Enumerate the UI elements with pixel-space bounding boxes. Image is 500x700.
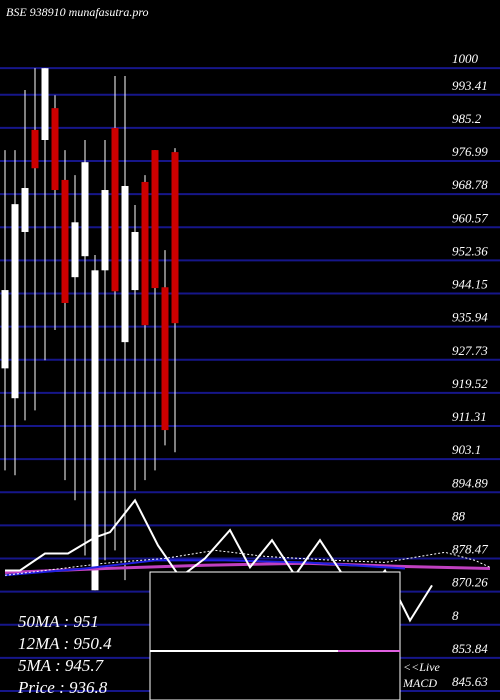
stat: Price : 936.8 (17, 678, 108, 697)
grid (0, 67, 500, 693)
stat: 50MA : 951 (18, 612, 99, 631)
indicator-line (4, 549, 491, 576)
stat: 5MA : 945.7 (18, 656, 105, 675)
y-tick-label: 960.57 (452, 210, 488, 225)
macd-box (149, 571, 401, 700)
candle-body (71, 222, 79, 278)
candle-body (11, 204, 19, 399)
candle-body (81, 162, 89, 257)
header: BSE 938910 munafasutra.pro (6, 5, 149, 19)
y-tick-label: 993.41 (452, 78, 488, 93)
y-tick-label: 903.1 (452, 442, 481, 457)
indicator-line (4, 559, 406, 577)
candle-body (1, 290, 9, 369)
indicator-line (4, 561, 491, 574)
y-tick-label: 919.52 (452, 376, 488, 391)
y-tick-label: 976.99 (452, 144, 488, 159)
y-tick-label: 870.26 (452, 575, 488, 590)
y-tick-label: 935.94 (452, 310, 488, 325)
y-tick-label: 985.2 (452, 111, 482, 126)
y-tick-label: 894.89 (452, 475, 488, 490)
y-tick-label: 8 (452, 608, 459, 623)
candle-body (131, 231, 139, 291)
candle-body (141, 181, 149, 326)
y-tick-label: 1000 (452, 51, 479, 66)
y-tick-label: 88 (452, 508, 466, 523)
ticks: 1000 993.41 985.2 976.99 968.78 960.57 952.36 9… (452, 51, 488, 689)
y-tick-label: 952.36 (452, 243, 488, 258)
candle-body (91, 270, 99, 591)
candle-body (171, 152, 179, 324)
y-tick-label: 911.31 (452, 409, 487, 424)
candle-body (41, 68, 49, 140)
y-tick-label: 845.63 (452, 674, 488, 689)
y-tick-label: 878.47 (452, 542, 488, 557)
stat: 12MA : 950.4 (18, 634, 112, 653)
candle-body (31, 129, 39, 169)
y-tick-label: 968.78 (452, 177, 488, 192)
macd-label: MACD (402, 676, 437, 690)
candle-body (151, 150, 159, 289)
plot (1, 68, 491, 623)
y-tick-label: 853.84 (452, 641, 488, 656)
candle-body (51, 108, 59, 191)
y-tick-label: 944.15 (452, 277, 488, 292)
candle-body (101, 190, 109, 271)
live-label: <<Live (403, 660, 441, 674)
candle-body (161, 287, 169, 431)
candle-body (111, 127, 119, 292)
candle-body (21, 188, 29, 232)
candle-body (61, 179, 69, 303)
candle-body (121, 185, 129, 343)
y-tick-label: 927.73 (452, 343, 488, 358)
